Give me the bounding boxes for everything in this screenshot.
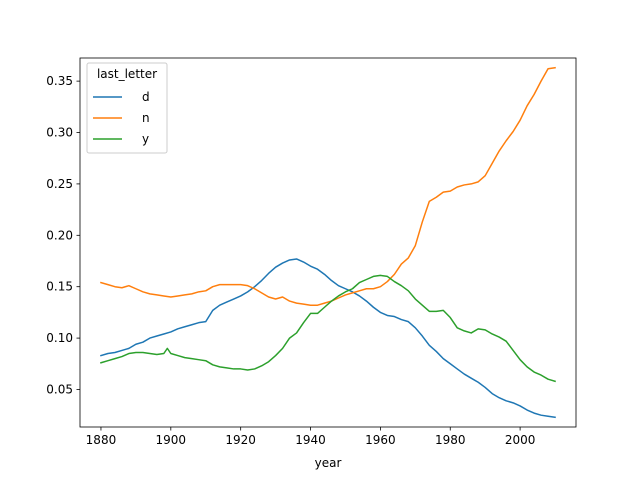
- y-tick-label: 0.05: [46, 382, 73, 396]
- x-tick-label: 1880: [86, 433, 117, 447]
- legend-label-y: y: [142, 132, 149, 146]
- ticks-layer: 1880 1900 1920 1940 1960 1980 2000 0.05 0.10 0.15…: [46, 74, 535, 447]
- legend-entries: dny: [93, 90, 150, 146]
- x-tick-label: 2000: [505, 433, 536, 447]
- legend-box: [86, 62, 168, 154]
- y-tick-label: 0.35: [46, 74, 73, 88]
- series-line-y: [100, 274, 556, 383]
- x-tick-label: 1980: [435, 433, 466, 447]
- y-tick-label: 0.25: [46, 177, 73, 191]
- series-layer: [100, 66, 556, 419]
- series-line-n: [100, 66, 556, 306]
- legend-label-n: n: [142, 111, 150, 125]
- y-tick-label: 0.15: [46, 280, 73, 294]
- legend-entry-y: y: [93, 132, 149, 146]
- axes-layer: [79, 57, 577, 428]
- plot-frame: [79, 57, 577, 428]
- x-tick-label: 1960: [365, 433, 396, 447]
- legend-title: last_letter: [97, 67, 157, 81]
- x-tick-label: 1940: [295, 433, 326, 447]
- legend-label-d: d: [142, 90, 150, 104]
- series-line-d: [100, 258, 556, 419]
- y-tick-label: 0.10: [46, 331, 73, 345]
- x-axis-label: year: [315, 456, 342, 470]
- legend: last_letter dny: [86, 62, 168, 154]
- legend-entry-d: d: [93, 90, 150, 104]
- x-tick-label: 1900: [156, 433, 187, 447]
- y-tick-label: 0.30: [46, 126, 73, 140]
- legend-entry-n: n: [93, 111, 150, 125]
- y-tick-label: 0.20: [46, 228, 73, 242]
- x-tick-label: 1920: [225, 433, 256, 447]
